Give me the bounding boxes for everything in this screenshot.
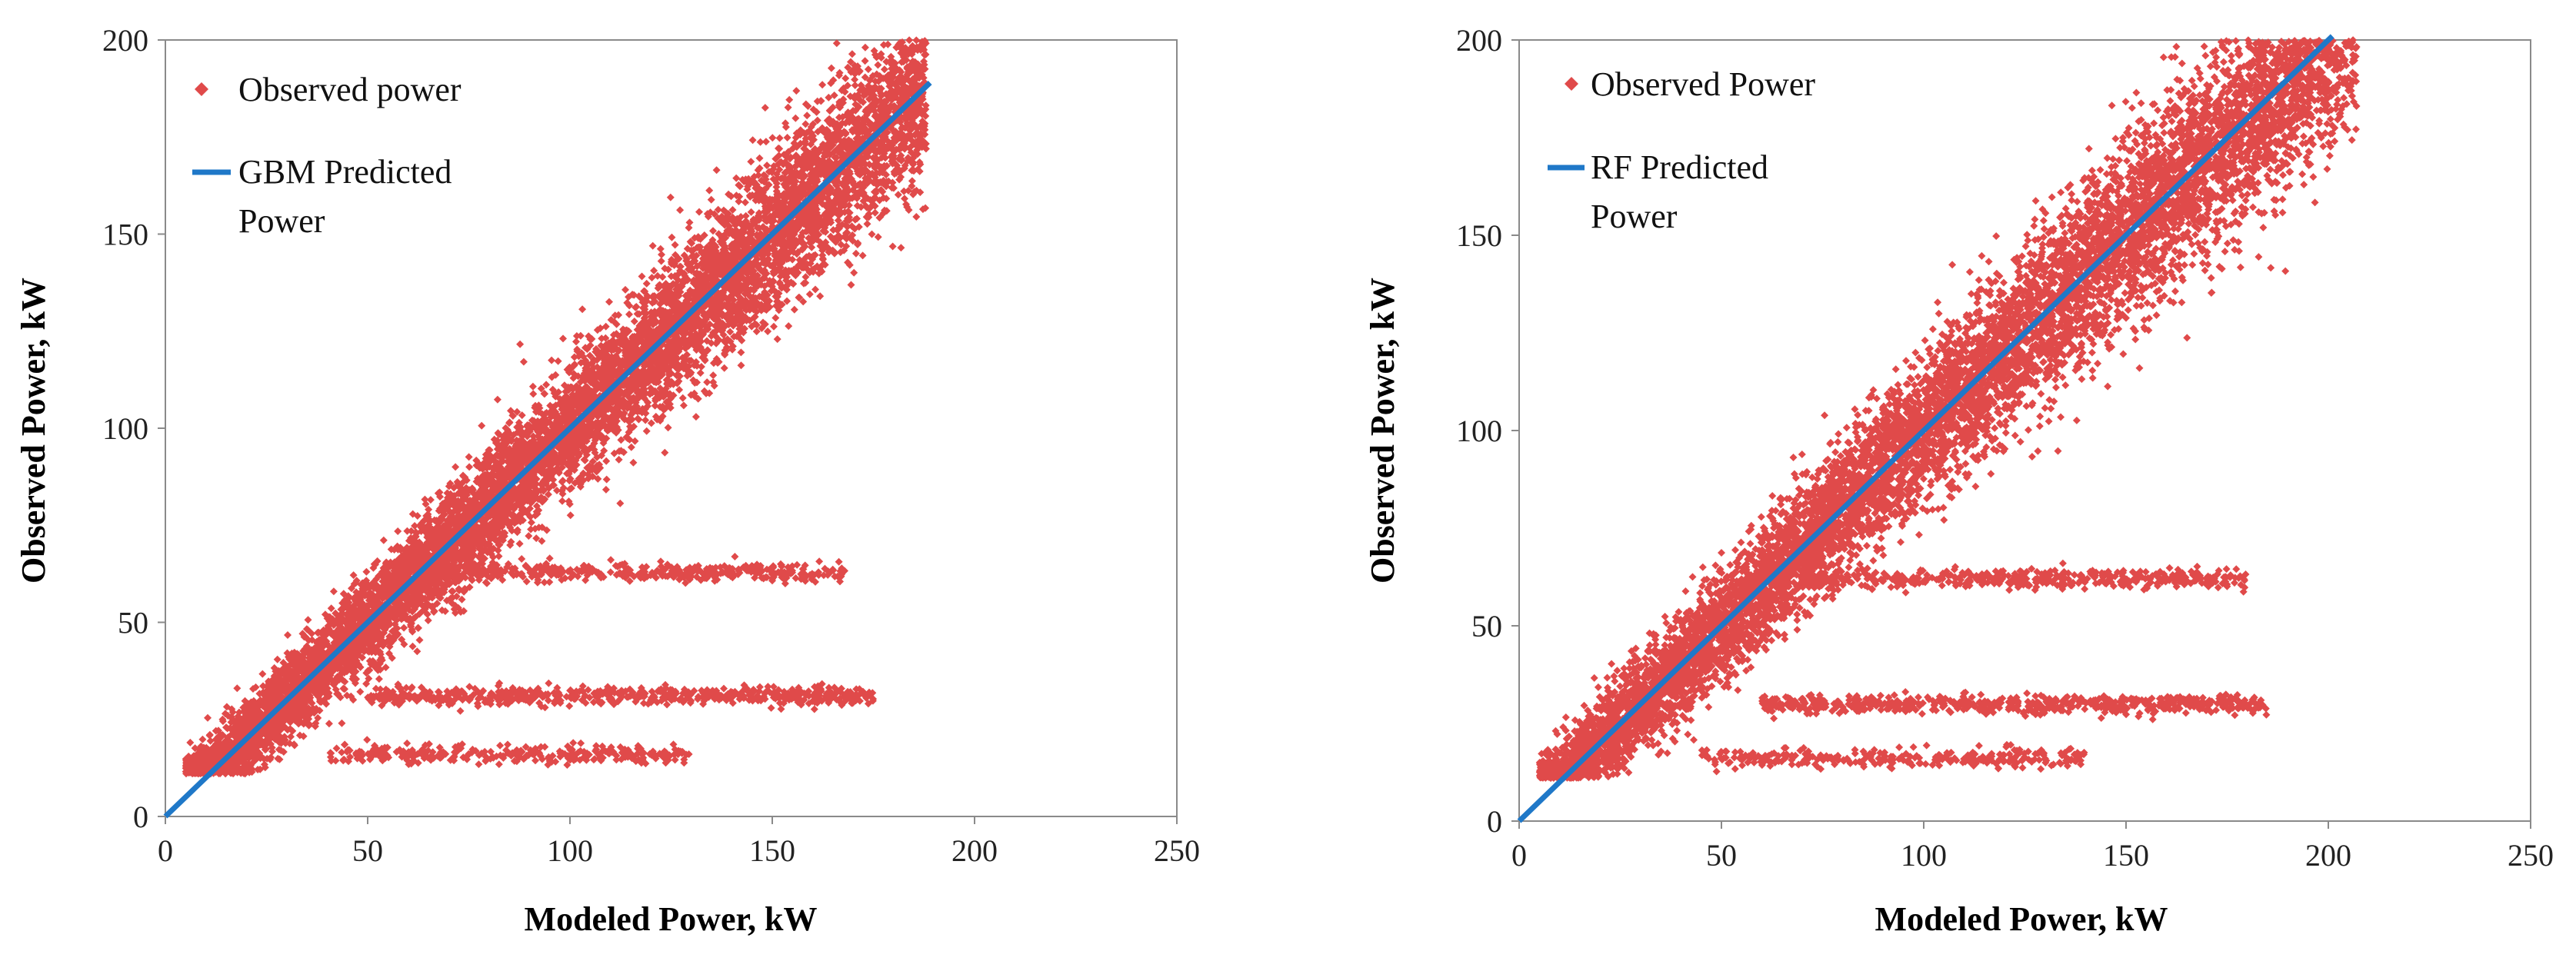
y-tick-label: 100 [1456,414,1502,448]
y-tick-label: 200 [102,23,148,58]
y-tick-label: 150 [1456,218,1502,253]
predicted-power-line [163,81,932,819]
y-tick-label: 150 [102,218,148,252]
right-legend-line-label-2: Power [1591,198,1678,235]
left-prediction-line [163,81,932,819]
x-tick-label: 150 [2103,838,2149,873]
predicted-power-line [1517,34,2334,823]
left-scatter-points [182,36,930,778]
y-tick-label: 50 [1471,609,1502,643]
left-y-axis-title: Observed Power, kW [15,278,52,584]
x-tick-label: 100 [547,833,593,868]
y-tick-label: 200 [1456,23,1502,58]
right-legend-observed-marker [1565,77,1578,91]
left-legend-line-label-1: GBM Predicted [238,153,452,191]
x-tick-label: 50 [352,833,383,868]
left-legend-line-label-2: Power [238,202,325,240]
y-tick-label: 100 [102,411,148,446]
right-y-axis-title: Observed Power, kW [1364,278,1401,584]
y-tick-label: 0 [1487,804,1502,839]
right-prediction-line [1517,34,2334,823]
left-tick-labels: 0 50 100 150 200 250 0 50 100 150 200 [102,23,1200,868]
right-legend-observed-label: Observed Power [1591,65,1815,103]
x-tick-label: 200 [2305,838,2351,873]
right-legend: Observed Power RF Predicted Power [1548,65,1815,235]
chart-right: 0 50 100 150 200 250 0 50 100 150 200 Modeled Powe… [1364,23,2554,938]
x-tick-label: 200 [951,833,998,868]
y-tick-label: 0 [133,800,148,834]
right-x-axis-title: Modeled Power, kW [1875,900,2168,938]
left-x-axis-title: Modeled Power, kW [525,900,818,938]
y-tick-label: 50 [118,606,148,640]
left-legend-observed-marker [195,82,208,96]
x-tick-label: 250 [1154,833,1200,868]
observed-point-markers [182,36,930,778]
x-tick-label: 100 [1901,838,1947,873]
right-legend-line-label-1: RF Predicted [1591,148,1768,186]
x-tick-label: 50 [1706,838,1737,873]
x-tick-label: 150 [749,833,795,868]
x-tick-label: 250 [2508,838,2554,873]
chart-left: 0 50 100 150 200 250 0 50 100 150 200 Modeled Powe… [15,23,1200,938]
left-legend-observed-label: Observed power [238,71,462,108]
right-tick-labels: 0 50 100 150 200 250 0 50 100 150 200 [1456,23,2554,873]
left-legend: Observed power GBM Predicted Power [192,71,462,240]
x-tick-label: 0 [1511,838,1527,873]
x-tick-label: 0 [158,833,173,868]
